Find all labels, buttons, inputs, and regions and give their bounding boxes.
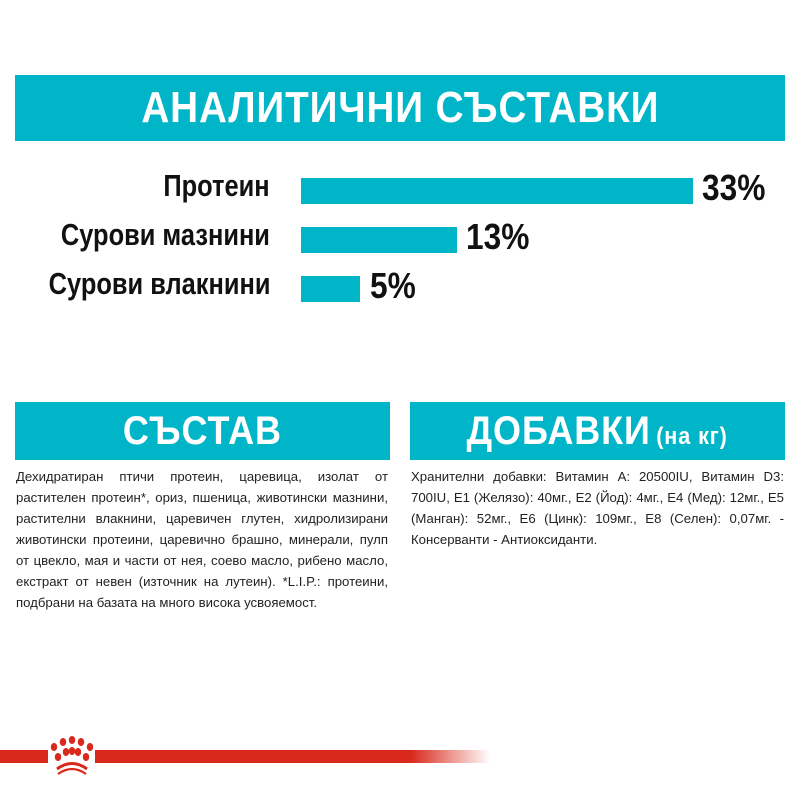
analytical-constituents-chart: Протеин 33% Сурови мазнини 13% Сурови вл… [0,160,800,310]
chart-value: 5% [370,265,416,306]
chart-bar [301,276,360,302]
additives-title-unit: (на кг) [656,422,729,450]
chart-value: 33% [702,167,766,208]
chart-row-fat: Сурови мазнини 13% [0,215,800,257]
composition-header: СЪСТАВ [15,402,390,460]
chart-value: 13% [466,216,530,257]
brand-line-right [95,750,490,763]
royal-canin-crown-icon [50,736,94,775]
chart-bar [301,178,693,204]
chart-label: Протеин [163,168,270,203]
additives-header: ДОБАВКИ (на кг) [410,402,785,460]
brand-line-left [0,750,48,763]
chart-row-protein: Протеин 33% [0,166,800,208]
chart-label: Сурови влакнини [48,266,270,301]
additives-title: ДОБАВКИ (на кг) [467,409,728,454]
additives-text: Хранителни добавки: Витамин A: 20500IU, … [411,469,784,547]
composition-text: Дехидратиран птичи протеин, царевица, из… [16,469,388,610]
banner-title: АНАЛИТИЧНИ СЪСТАВКИ [140,83,660,132]
chart-bar [301,227,457,253]
composition-title: СЪСТАВ [122,408,283,453]
chart-row-fibre: Сурови влакнини 5% [0,264,800,306]
additives-title-main: ДОБАВКИ [466,408,652,453]
chart-label: Сурови мазнини [60,217,270,252]
analytical-constituents-banner: АНАЛИТИЧНИ СЪСТАВКИ [15,75,785,141]
